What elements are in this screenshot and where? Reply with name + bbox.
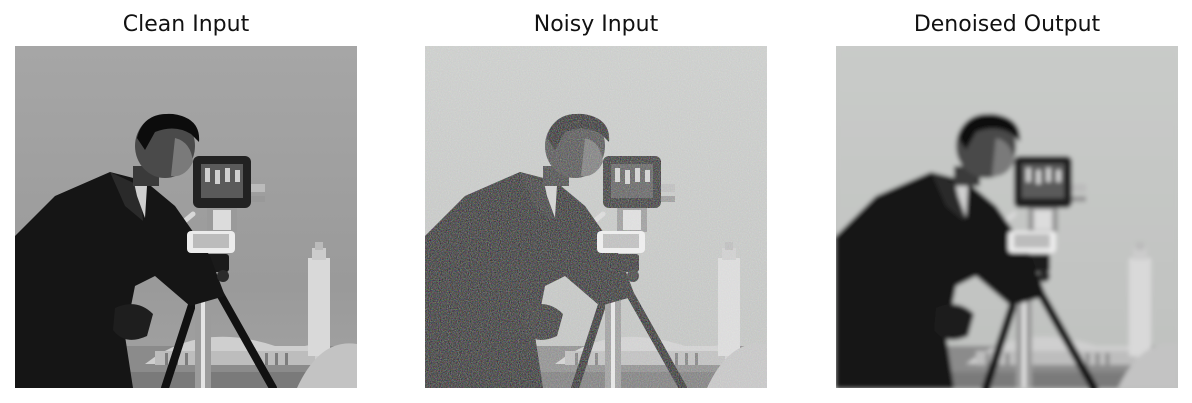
denoised-output-panel: Denoised Output	[836, 0, 1178, 403]
clean-input-image	[15, 46, 357, 388]
clean-input-title: Clean Input	[122, 12, 250, 37]
noisy-input-panel: Noisy Input	[425, 0, 767, 403]
noisy-input-title: Noisy Input	[533, 12, 659, 37]
clean-input-panel: Clean Input	[15, 0, 357, 403]
denoised-output-title: Denoised Output	[913, 12, 1101, 37]
noisy-input-image	[425, 46, 767, 388]
denoised-output-image	[836, 46, 1178, 388]
